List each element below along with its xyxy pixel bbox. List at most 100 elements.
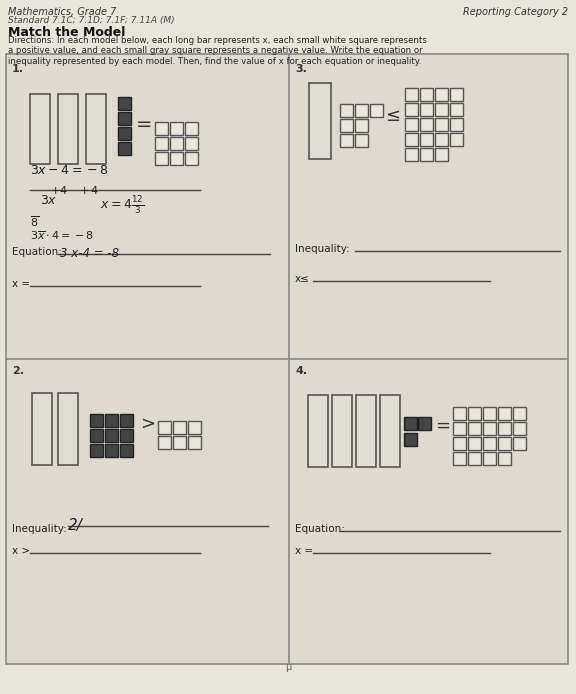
Text: 4.: 4. [295, 366, 307, 376]
FancyBboxPatch shape [405, 88, 418, 101]
Text: ≤: ≤ [385, 107, 400, 125]
FancyBboxPatch shape [468, 407, 481, 420]
FancyBboxPatch shape [483, 437, 496, 450]
FancyBboxPatch shape [105, 414, 118, 427]
FancyBboxPatch shape [120, 414, 133, 427]
FancyBboxPatch shape [90, 444, 103, 457]
FancyBboxPatch shape [340, 104, 353, 117]
FancyBboxPatch shape [58, 393, 78, 465]
FancyBboxPatch shape [404, 432, 416, 446]
FancyBboxPatch shape [468, 437, 481, 450]
Text: 3 x-4 = -8: 3 x-4 = -8 [60, 247, 119, 260]
FancyBboxPatch shape [188, 436, 201, 449]
FancyBboxPatch shape [188, 421, 201, 434]
FancyBboxPatch shape [158, 436, 171, 449]
FancyBboxPatch shape [309, 83, 331, 159]
Text: Equation:: Equation: [295, 524, 345, 534]
Text: 1.: 1. [12, 64, 24, 74]
Text: =: = [435, 417, 450, 435]
FancyBboxPatch shape [450, 133, 463, 146]
FancyBboxPatch shape [173, 436, 186, 449]
FancyBboxPatch shape [513, 407, 526, 420]
FancyBboxPatch shape [420, 103, 433, 116]
FancyBboxPatch shape [468, 452, 481, 465]
FancyBboxPatch shape [90, 414, 103, 427]
FancyBboxPatch shape [453, 437, 466, 450]
FancyBboxPatch shape [420, 148, 433, 161]
FancyBboxPatch shape [90, 429, 103, 442]
FancyBboxPatch shape [118, 127, 131, 140]
FancyBboxPatch shape [483, 422, 496, 435]
FancyBboxPatch shape [120, 444, 133, 457]
FancyBboxPatch shape [170, 137, 183, 150]
FancyBboxPatch shape [32, 393, 52, 465]
FancyBboxPatch shape [185, 122, 198, 135]
FancyBboxPatch shape [453, 422, 466, 435]
Text: $\overline{8}$: $\overline{8}$ [30, 214, 39, 228]
FancyBboxPatch shape [158, 421, 171, 434]
FancyBboxPatch shape [105, 429, 118, 442]
Text: 3.: 3. [295, 64, 307, 74]
FancyBboxPatch shape [450, 88, 463, 101]
FancyBboxPatch shape [435, 103, 448, 116]
Text: Mathematics, Grade 7: Mathematics, Grade 7 [8, 7, 116, 17]
Text: Inequality:: Inequality: [295, 244, 350, 254]
FancyBboxPatch shape [453, 407, 466, 420]
Text: $+4\quad +4$: $+4\quad +4$ [50, 184, 100, 196]
FancyBboxPatch shape [6, 54, 568, 664]
FancyBboxPatch shape [435, 148, 448, 161]
FancyBboxPatch shape [420, 88, 433, 101]
FancyBboxPatch shape [405, 103, 418, 116]
Text: 2/: 2/ [68, 518, 83, 533]
FancyBboxPatch shape [155, 137, 168, 150]
FancyBboxPatch shape [513, 422, 526, 435]
FancyBboxPatch shape [120, 429, 133, 442]
FancyBboxPatch shape [450, 118, 463, 131]
Text: x >: x > [12, 546, 30, 556]
FancyBboxPatch shape [468, 422, 481, 435]
Text: Equation:: Equation: [12, 247, 62, 257]
FancyBboxPatch shape [380, 395, 400, 467]
FancyBboxPatch shape [498, 452, 511, 465]
FancyBboxPatch shape [498, 437, 511, 450]
Text: Directions: In each model below, each long bar represents x, each small white sq: Directions: In each model below, each lo… [8, 36, 427, 66]
FancyBboxPatch shape [453, 452, 466, 465]
Text: $3x - 4 = -8$: $3x - 4 = -8$ [30, 164, 108, 177]
FancyBboxPatch shape [513, 437, 526, 450]
FancyBboxPatch shape [420, 118, 433, 131]
FancyBboxPatch shape [355, 134, 368, 147]
FancyBboxPatch shape [173, 421, 186, 434]
FancyBboxPatch shape [170, 122, 183, 135]
FancyBboxPatch shape [118, 97, 131, 110]
FancyBboxPatch shape [498, 422, 511, 435]
FancyBboxPatch shape [420, 133, 433, 146]
Text: Match the Model: Match the Model [8, 26, 126, 39]
FancyBboxPatch shape [332, 395, 352, 467]
Text: Standard 7.1C; 7.1D; 7.1F; 7.11A (M): Standard 7.1C; 7.1D; 7.1F; 7.11A (M) [8, 16, 175, 25]
FancyBboxPatch shape [155, 152, 168, 165]
FancyBboxPatch shape [105, 444, 118, 457]
FancyBboxPatch shape [498, 407, 511, 420]
FancyBboxPatch shape [118, 142, 131, 155]
Text: x =: x = [295, 546, 313, 556]
FancyBboxPatch shape [435, 88, 448, 101]
Text: $3x$: $3x$ [40, 194, 58, 207]
FancyBboxPatch shape [483, 407, 496, 420]
Text: $3\overline{x}\cdot 4 = -8$: $3\overline{x}\cdot 4 = -8$ [30, 229, 94, 242]
FancyBboxPatch shape [370, 104, 383, 117]
FancyBboxPatch shape [405, 118, 418, 131]
FancyBboxPatch shape [356, 395, 376, 467]
FancyBboxPatch shape [340, 134, 353, 147]
Text: Inequality:: Inequality: [12, 524, 67, 534]
FancyBboxPatch shape [30, 94, 50, 164]
FancyBboxPatch shape [404, 416, 416, 430]
Text: 2.: 2. [12, 366, 24, 376]
FancyBboxPatch shape [185, 137, 198, 150]
Text: μ: μ [285, 662, 291, 672]
FancyBboxPatch shape [355, 104, 368, 117]
FancyBboxPatch shape [418, 416, 430, 430]
FancyBboxPatch shape [355, 119, 368, 132]
FancyBboxPatch shape [170, 152, 183, 165]
Text: >: > [140, 415, 155, 433]
FancyBboxPatch shape [155, 122, 168, 135]
